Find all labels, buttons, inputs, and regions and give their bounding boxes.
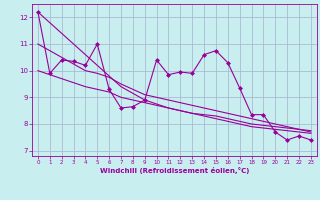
X-axis label: Windchill (Refroidissement éolien,°C): Windchill (Refroidissement éolien,°C): [100, 167, 249, 174]
